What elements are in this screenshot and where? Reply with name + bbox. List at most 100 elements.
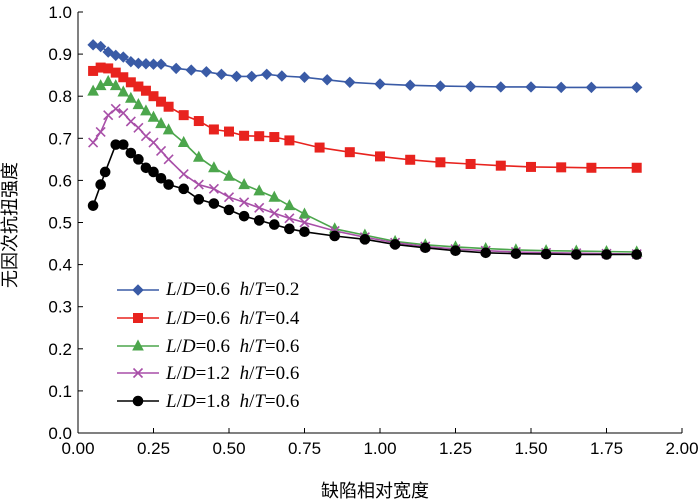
y-tick-label: 0.1 [48,382,72,401]
data-point [230,70,243,83]
data-point [359,234,371,245]
data-point [238,178,250,190]
data-point [110,103,121,114]
data-point [140,85,151,96]
data-point [238,210,250,222]
data-point [163,154,174,165]
data-point [450,245,461,257]
data-point [239,130,250,141]
data-point [155,172,167,184]
data-point [223,169,235,181]
x-axis-title: 缺陷相对宽度 [321,481,429,502]
data-point [132,57,145,70]
data-point [140,58,152,70]
data-point [329,230,341,242]
y-axis-title: 无因次抗扭强度 [0,162,21,288]
data-point [163,179,174,190]
legend-marker [132,395,144,407]
data-point [269,208,280,219]
legend-entry-5: L/D=1.8 h/T=0.6 [117,391,299,412]
data-point [344,76,356,89]
data-point [103,110,114,121]
data-point [99,166,111,178]
data-point [156,96,167,107]
data-point [601,249,612,260]
data-point [435,157,446,168]
data-point [208,124,219,135]
legend-entry-4: L/D=1.2 h/T=0.6 [117,363,299,384]
data-point [125,55,137,68]
data-point [405,154,416,165]
legend-swatch-4 [117,367,159,379]
y-tick-label: 0.6 [48,171,72,190]
data-point [261,68,273,81]
data-point [155,116,167,129]
data-point [223,204,235,216]
data-point [148,91,159,102]
x-tick-label: 0.00 [61,439,94,458]
data-point [178,110,189,121]
data-point [555,81,567,94]
data-point [125,116,136,127]
legend-label-5: L/D=1.8 h/T=0.6 [165,391,299,412]
data-point [344,147,355,158]
data-point [321,74,333,86]
data-point [193,194,205,205]
data-point [102,46,114,58]
data-point [132,98,145,110]
data-point [140,104,152,116]
y-tick-label: 0.2 [48,340,72,359]
x-tick-label: 1.75 [590,439,623,458]
data-point [480,247,492,259]
data-point [556,162,567,173]
data-point [495,81,507,93]
legend-label-1: L/D=0.6 h/T=0.2 [165,279,299,300]
data-point [283,199,296,211]
legend-entry-2: L/D=0.6 h/T=0.4 [117,308,300,329]
data-point [254,131,265,142]
data-point [117,85,130,97]
data-point [586,162,597,173]
data-point [200,66,213,78]
y-tick-label: 0.3 [48,298,72,317]
data-point [404,79,416,91]
legend-swatch-1 [117,284,159,296]
data-point [239,197,250,208]
data-point [245,70,258,83]
data-point [94,40,107,53]
data-point [253,215,265,226]
data-point [314,142,325,153]
data-point [495,160,506,171]
data-point [87,200,99,211]
data-point [254,202,265,213]
data-point [163,101,174,112]
data-point [88,137,99,148]
data-point [510,248,522,259]
data-point [162,123,175,135]
data-point [284,223,295,235]
data-point [269,219,280,230]
legend-marker [132,284,144,296]
data-point [208,161,220,173]
data-point [118,139,129,150]
data-point [526,161,536,172]
data-point [465,158,476,169]
data-point [215,68,228,81]
y-tick-label: 1.0 [48,3,72,22]
data-point [224,126,234,137]
data-point [299,217,310,228]
data-point [118,72,129,83]
y-ticks: 0.0 0.1 0.2 0.3 0.4 0.5 0.6 0.7 0.8 0.9 1.0 [48,3,83,443]
data-point [155,145,167,156]
legend-label-2: L/D=0.6 h/T=0.4 [165,308,300,329]
series-2 [88,62,642,173]
data-point [208,198,220,209]
legend-label-4: L/D=1.2 h/T=0.6 [165,363,299,384]
data-point [133,154,144,165]
data-point [464,80,477,93]
data-point [253,184,266,196]
y-tick-label: 0.0 [48,424,72,443]
x-tick-label: 0.50 [212,439,245,458]
data-point [298,71,311,83]
data-point [109,79,122,91]
